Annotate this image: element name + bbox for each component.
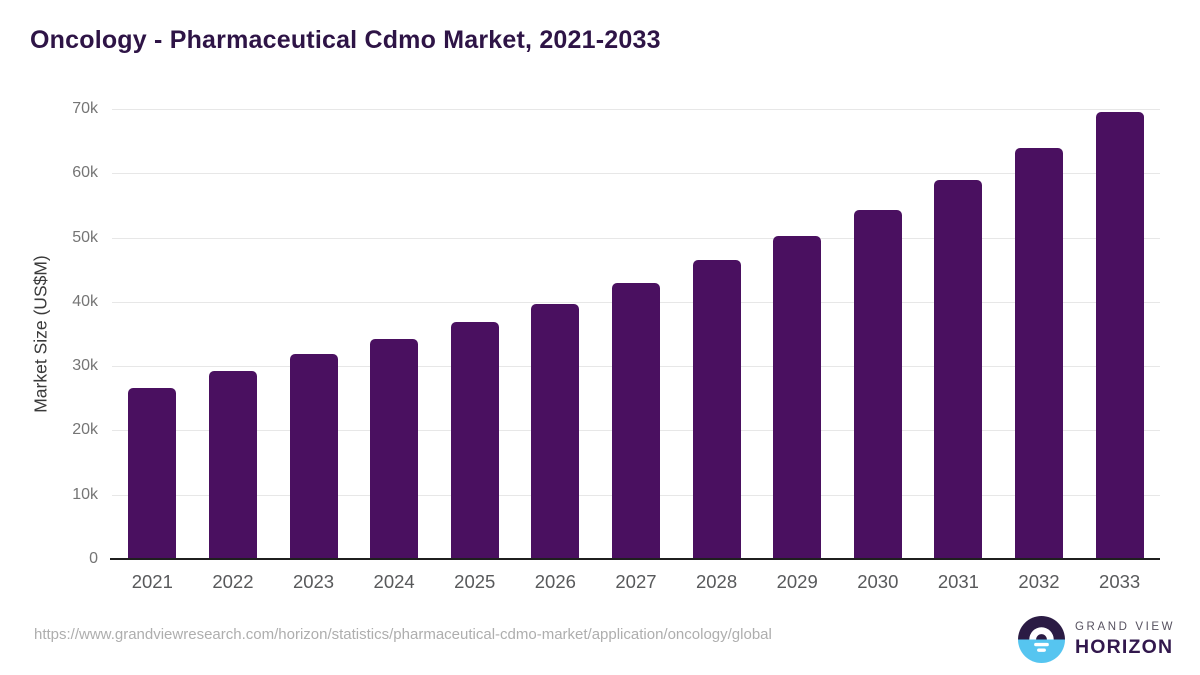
bar-2028[interactable] — [692, 260, 741, 559]
x-tick-label-2021: 2021 — [131, 571, 173, 592]
x-tick-label-2022: 2022 — [212, 571, 254, 592]
x-tick-label-2031: 2031 — [937, 571, 979, 592]
y-tick-label-20k: 20k — [72, 421, 98, 439]
x-axis-labels: 2021 2022 2023 2024 2025 2026 2027 2028 2029 2030… — [112, 571, 1160, 593]
bar-2027[interactable] — [611, 283, 660, 559]
y-tick-label-10k: 10k — [72, 485, 98, 503]
y-tick-label-50k: 50k — [72, 228, 98, 246]
bars — [112, 109, 1160, 559]
logo-grand-view-label: GRAND VIEW — [1075, 620, 1176, 633]
x-tick-label-2032: 2032 — [1018, 571, 1060, 592]
x-tick-label-2023: 2023 — [292, 571, 335, 592]
gridline-70k — [112, 109, 1160, 110]
logo-text: GRAND VIEW HORIZON — [1075, 621, 1175, 659]
bar-2021[interactable] — [128, 388, 177, 559]
plot-area — [110, 109, 1160, 560]
x-tick-label-2026: 2026 — [534, 571, 576, 592]
x-axis-line — [110, 558, 1160, 560]
x-tick-label-2030: 2030 — [857, 571, 899, 592]
x-tick-label-2033: 2033 — [1099, 571, 1141, 592]
bar-2024[interactable] — [370, 339, 419, 559]
source-url: https://www.grandviewresearch.com/horizo… — [34, 626, 772, 643]
x-tick-label-2025: 2025 — [454, 571, 496, 592]
bar-2032[interactable] — [1015, 148, 1063, 559]
grand-view-horizon-logo: GRAND VIEW HORIZON — [1018, 616, 1175, 663]
y-tick-label-40k: 40k — [72, 292, 98, 310]
x-tick-label-2028: 2028 — [695, 571, 738, 592]
gridline-50k — [112, 237, 1160, 239]
bar-2022[interactable] — [208, 370, 257, 559]
chart-title: Oncology - Pharmaceutical Cdmo Market, 2… — [30, 26, 661, 54]
bar-2033[interactable] — [1095, 111, 1144, 559]
y-tick-label-60k: 60k — [72, 164, 98, 182]
y-axis-labels: 0 10k 20k 30k 40k 50k 60k 70k — [0, 0, 98, 675]
y-tick-label-30k: 30k — [72, 357, 98, 375]
sun-over-water-icon — [1018, 616, 1065, 663]
bar-2025[interactable] — [450, 322, 499, 559]
bar-2026[interactable] — [531, 304, 580, 559]
x-tick-label-2024: 2024 — [373, 571, 415, 592]
y-tick-label-70k: 70k — [72, 100, 98, 117]
x-tick-label-2027: 2027 — [615, 571, 657, 592]
bar-2029[interactable] — [773, 236, 822, 559]
y-tick-label-0: 0 — [89, 550, 98, 567]
bar-2030[interactable] — [853, 209, 902, 559]
x-tick-label-2029: 2029 — [776, 571, 818, 592]
bar-2023[interactable] — [289, 353, 338, 559]
logo-horizon-label: HORIZON — [1075, 635, 1174, 658]
bar-2031[interactable] — [934, 179, 983, 559]
gridline-60k — [112, 173, 1160, 175]
